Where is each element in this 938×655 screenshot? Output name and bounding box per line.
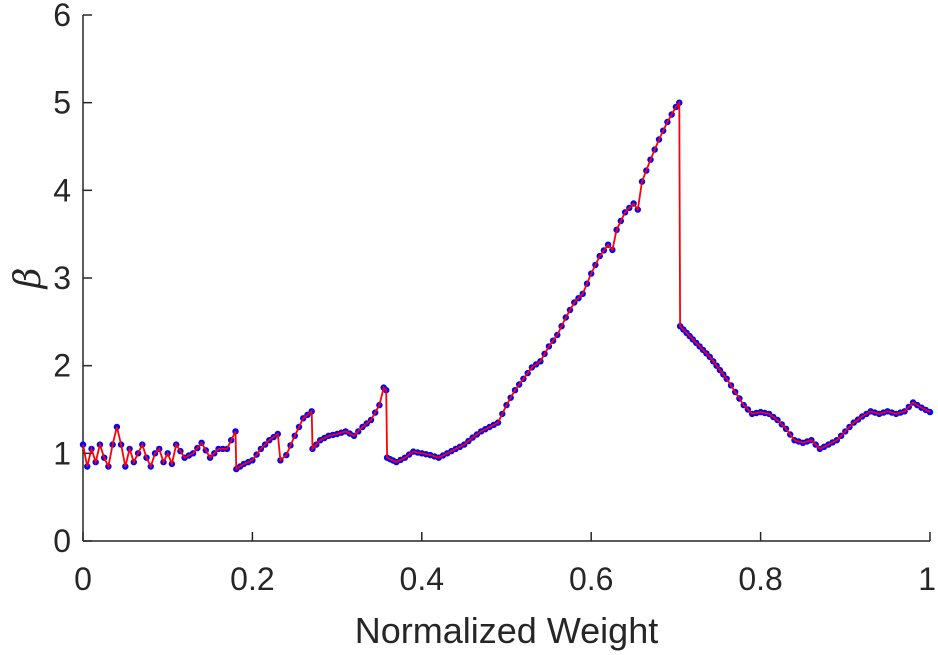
- axes: [82, 15, 930, 542]
- y-ticks: 0 1 2 3 4 5 6: [53, 0, 92, 559]
- x-tick-label: 0.6: [569, 561, 613, 597]
- x-ticks: 0 0.2 0.4 0.6 0.8 1: [74, 532, 936, 597]
- x-tick-label: 0.4: [400, 561, 444, 597]
- x-tick-label: 0.8: [738, 561, 782, 597]
- y-tick-label: 5: [53, 85, 71, 121]
- y-tick-label: 4: [53, 172, 71, 208]
- x-tick-label: 0: [74, 561, 92, 597]
- plot-area: [79, 99, 934, 473]
- y-tick-label: 6: [53, 0, 71, 33]
- x-tick-label: 0.2: [230, 561, 274, 597]
- y-tick-label: 2: [53, 348, 71, 384]
- series-markers: [79, 99, 934, 473]
- x-tick-label: 1: [918, 561, 936, 597]
- data-point: [79, 441, 87, 448]
- series-line: [82, 100, 931, 471]
- y-tick-label: 3: [53, 260, 71, 296]
- y-tick-label: 1: [53, 435, 71, 471]
- y-axis-label: β: [8, 268, 49, 291]
- y-tick-label: 0: [53, 523, 71, 559]
- x-axis-label: Normalized Weight: [355, 610, 658, 651]
